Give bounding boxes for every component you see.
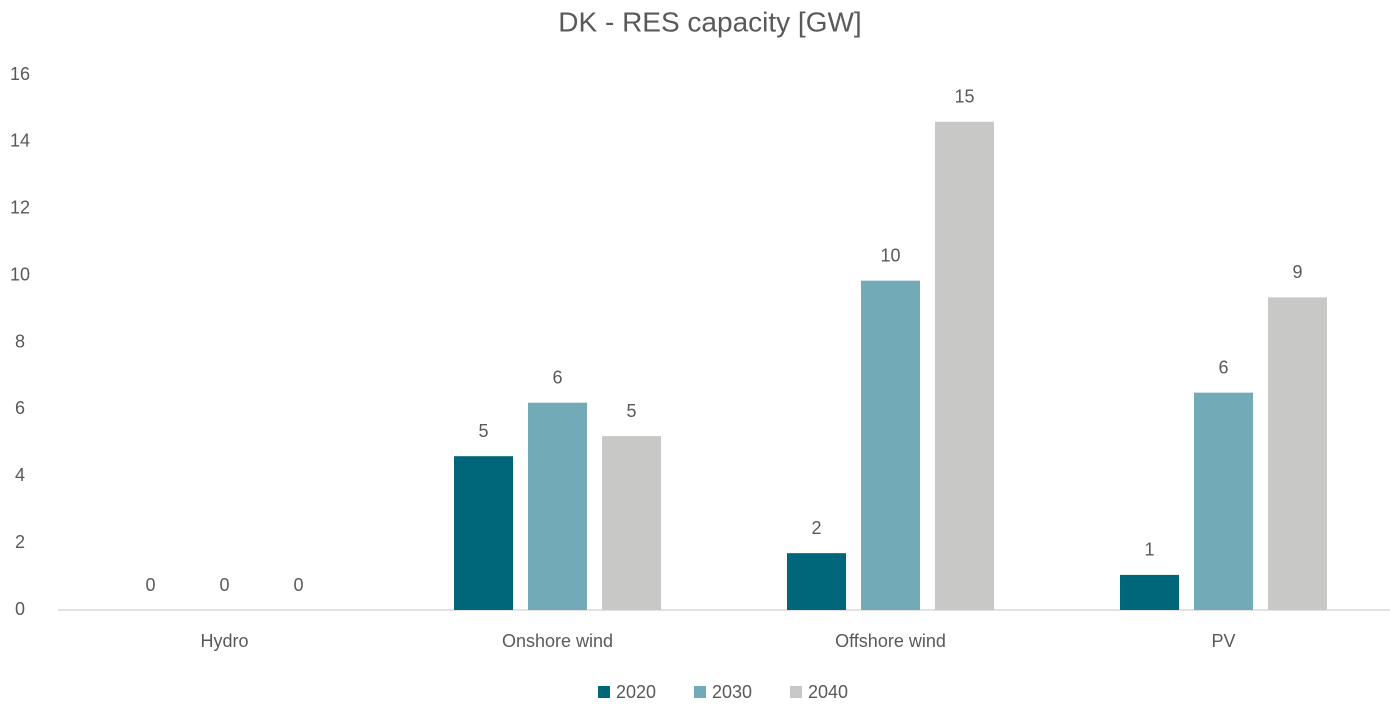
legend-swatch (790, 686, 802, 698)
y-tick-label: 10 (10, 264, 30, 284)
y-tick-label: 4 (15, 465, 25, 485)
legend-swatch (598, 686, 610, 698)
x-tick-label: Onshore wind (502, 631, 613, 651)
bar (528, 402, 587, 610)
data-label: 6 (552, 367, 562, 387)
bar (1120, 574, 1179, 610)
bar (1194, 392, 1253, 610)
legend-label: 2030 (712, 682, 752, 702)
data-label: 0 (219, 575, 229, 595)
chart-title: DK - RES capacity [GW] (558, 6, 861, 37)
legend-swatch (694, 686, 706, 698)
bar (1268, 297, 1327, 610)
bar (454, 456, 513, 610)
y-tick-label: 6 (15, 398, 25, 418)
x-tick-label: PV (1211, 631, 1235, 651)
y-tick-label: 0 (15, 599, 25, 619)
y-tick-label: 12 (10, 198, 30, 218)
data-label: 2 (811, 518, 821, 538)
data-label: 10 (880, 245, 900, 265)
bar (787, 553, 846, 610)
bar (935, 121, 994, 610)
data-label: 0 (145, 575, 155, 595)
y-tick-label: 16 (10, 64, 30, 84)
legend-label: 2020 (616, 682, 656, 702)
data-label: 15 (954, 87, 974, 107)
data-label: 6 (1218, 357, 1228, 377)
data-label: 0 (293, 575, 303, 595)
y-tick-label: 2 (15, 532, 25, 552)
data-label: 5 (478, 421, 488, 441)
data-label: 9 (1292, 262, 1302, 282)
y-tick-label: 8 (15, 331, 25, 351)
x-tick-label: Hydro (200, 631, 248, 651)
bar (861, 280, 920, 610)
x-tick-label: Offshore wind (835, 631, 946, 651)
legend-label: 2040 (808, 682, 848, 702)
data-label: 1 (1144, 540, 1154, 560)
data-label: 5 (626, 401, 636, 421)
y-tick-label: 14 (10, 131, 30, 151)
bar (602, 436, 661, 610)
